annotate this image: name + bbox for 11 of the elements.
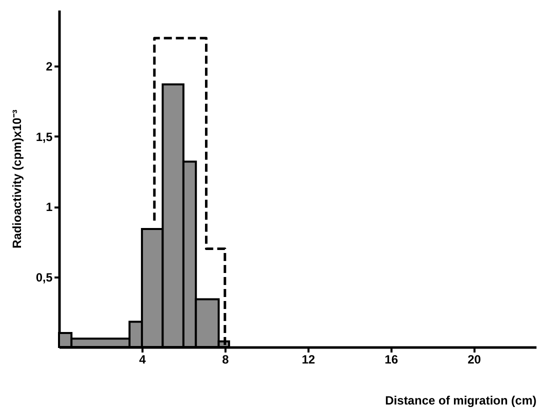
x-tick-label: 16: [384, 352, 398, 366]
x-tick-label: 8: [222, 352, 230, 366]
y-tick-label: 1: [46, 200, 53, 214]
x-tick-label: 20: [468, 352, 482, 366]
x-tick-label: 4: [139, 352, 146, 366]
y-axis-title: Radioactivity (cpm)x10⁻³: [10, 110, 24, 248]
x-tick-label: 12: [302, 352, 316, 366]
y-tick-label: 2: [46, 60, 53, 74]
x-axis-title: Distance of migration (cm): [385, 394, 536, 408]
y-tick-label: 1,5: [36, 130, 53, 144]
y-tick-label: 0,5: [36, 270, 53, 284]
